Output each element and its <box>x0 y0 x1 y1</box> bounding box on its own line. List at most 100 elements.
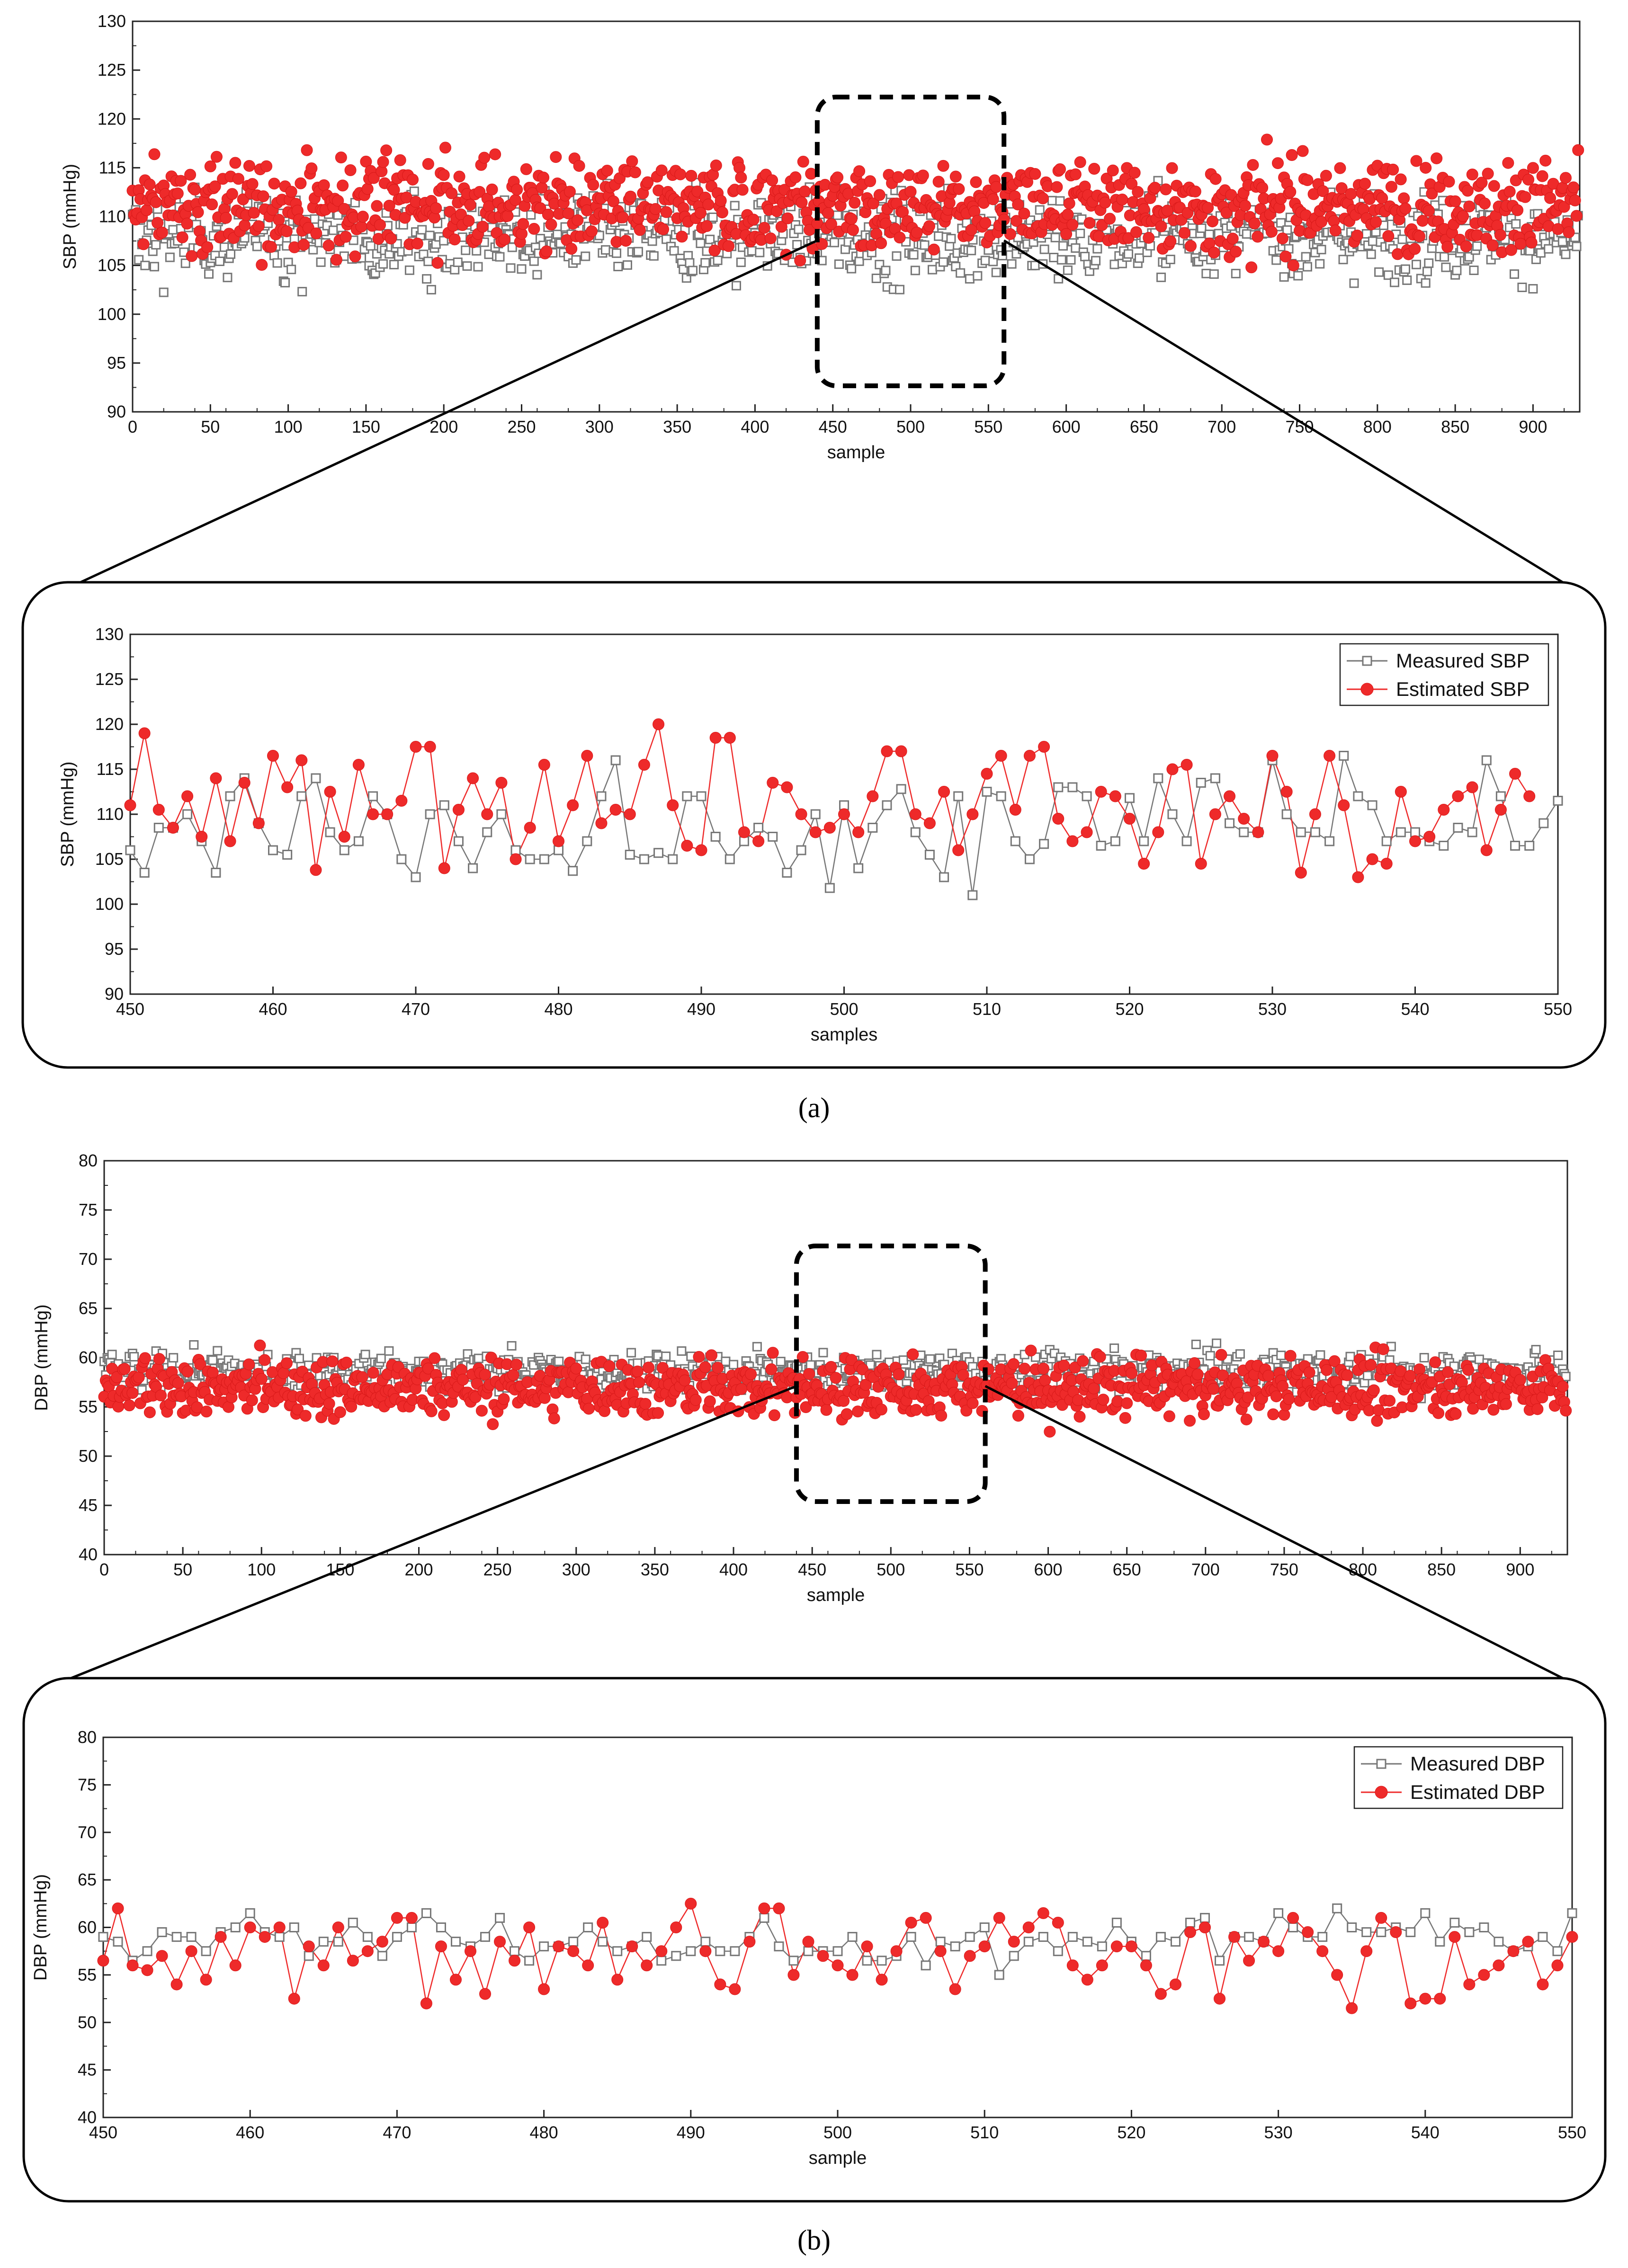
estimated-point <box>538 1983 550 1995</box>
measured-point <box>1552 1946 1563 1957</box>
measured-point <box>731 281 741 291</box>
measured-point <box>1531 1345 1541 1355</box>
x-tick-label: 450 <box>89 2123 117 2142</box>
estimated-point <box>817 1950 829 1962</box>
estimated-point <box>1206 215 1218 228</box>
x-tick-label: 50 <box>173 1560 192 1579</box>
measured-point <box>910 266 920 276</box>
estimated-point <box>141 1964 153 1976</box>
estimated-point <box>1077 1355 1089 1367</box>
estimated-point <box>928 243 940 256</box>
measured-point <box>333 1937 343 1947</box>
measured-point <box>180 258 190 268</box>
estimated-point <box>377 156 389 168</box>
measured-point <box>268 845 278 855</box>
estimated-point <box>540 245 553 258</box>
estimated-point <box>1107 164 1119 177</box>
measured-point <box>847 264 857 274</box>
estimated-point <box>118 1363 131 1375</box>
estimated-point <box>832 171 844 184</box>
measured-point <box>384 1346 394 1356</box>
estimated-point <box>267 750 279 762</box>
measured-point <box>510 845 521 855</box>
estimated-point <box>699 1945 712 1957</box>
x-tick-label: 650 <box>1113 1560 1141 1579</box>
measured-point <box>1066 255 1076 265</box>
measured-point <box>1376 1927 1386 1938</box>
estimated-point <box>1426 187 1438 200</box>
measured-point <box>1472 241 1482 251</box>
estimated-point <box>934 1945 947 1957</box>
estimated-point <box>1478 1969 1490 1981</box>
estimated-point <box>1395 1365 1407 1378</box>
estimated-point <box>112 1902 124 1914</box>
measured-point <box>688 266 698 276</box>
measured-point <box>1338 255 1348 265</box>
estimated-point <box>895 745 907 757</box>
estimated-point <box>1370 216 1382 228</box>
measured-point <box>921 1960 931 1971</box>
measured-point <box>1381 836 1392 846</box>
legend-box <box>1339 643 1549 706</box>
estimated-point <box>457 1373 469 1386</box>
estimated-point <box>789 171 802 184</box>
measured-point <box>1109 259 1119 269</box>
estimated-point <box>355 221 367 233</box>
estimated-point <box>260 160 273 172</box>
measured-point <box>1301 252 1311 262</box>
estimated-point <box>629 166 641 178</box>
measured-point <box>950 1941 960 1952</box>
measured-point <box>1200 1912 1210 1923</box>
estimated-point <box>1493 1959 1505 1972</box>
estimated-point <box>1567 181 1580 194</box>
estimated-point <box>1462 1364 1475 1376</box>
estimated-point <box>181 790 194 802</box>
estimated-point <box>1503 186 1516 198</box>
estimated-point <box>1558 201 1570 213</box>
x-tick-label: 250 <box>507 417 536 436</box>
x-tick-label: 650 <box>1130 417 1158 436</box>
estimated-point <box>1494 229 1506 241</box>
measured-point <box>1395 827 1406 837</box>
estimated-point <box>1320 169 1332 182</box>
estimated-point <box>273 213 285 226</box>
estimated-point <box>538 759 550 771</box>
measured-point <box>1474 1354 1484 1364</box>
measured-point <box>715 1946 725 1957</box>
measured-point <box>473 262 483 272</box>
measured-point <box>1141 1951 1151 1961</box>
estimated-point <box>1413 230 1426 242</box>
estimated-point <box>1272 1945 1285 1957</box>
measured-point <box>759 1912 769 1923</box>
estimated-point <box>1242 1391 1254 1404</box>
estimated-point <box>679 1374 691 1387</box>
estimated-point <box>562 207 574 220</box>
estimated-point <box>674 168 687 180</box>
estimated-point <box>570 1362 582 1375</box>
zoom-connector-right <box>984 1385 1564 1680</box>
measured-point <box>1509 269 1519 279</box>
measured-point <box>924 850 935 860</box>
estimated-point <box>873 189 886 201</box>
estimated-point <box>1280 786 1293 798</box>
estimated-point <box>1199 1921 1211 1933</box>
estimated-point <box>1066 835 1079 847</box>
measured-point <box>182 809 193 819</box>
estimated-point <box>642 176 654 188</box>
measured-point <box>896 784 906 794</box>
y-tick-label: 60 <box>78 1918 97 1937</box>
estimated-point <box>206 1366 219 1379</box>
estimated-point <box>978 1940 991 1953</box>
estimated-point <box>633 1376 645 1388</box>
measured-point <box>847 1932 858 1942</box>
measured-point <box>1235 1349 1245 1359</box>
measured-point <box>925 1354 935 1364</box>
estimated-point <box>188 184 201 196</box>
measured-point <box>1181 836 1192 846</box>
measured-point <box>1239 827 1249 837</box>
measured-point <box>669 246 679 256</box>
measured-point <box>1242 229 1252 239</box>
x-tick-label: 900 <box>1506 1560 1534 1579</box>
measured-point <box>1293 271 1303 281</box>
estimated-point <box>524 822 536 834</box>
